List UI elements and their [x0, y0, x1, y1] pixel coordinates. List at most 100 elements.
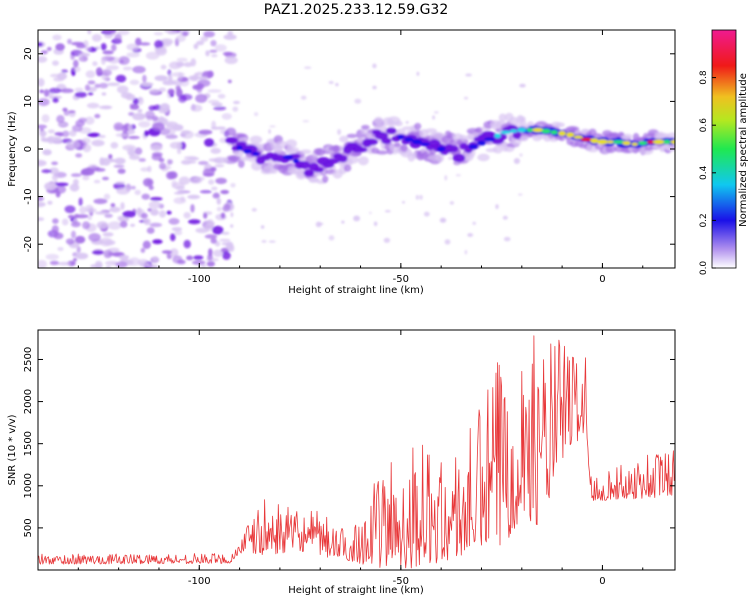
- ridge-peak-blob: [580, 137, 592, 142]
- noise-blob: [158, 108, 169, 114]
- noise-blob: [180, 159, 192, 165]
- colorbar-tick-label: 0.0: [699, 261, 709, 276]
- noise-blob: [120, 202, 125, 210]
- noise-blob: [38, 159, 47, 167]
- noise-blob: [76, 44, 86, 49]
- noise-blob: [52, 136, 62, 144]
- noise-blob: [167, 88, 175, 95]
- noise-blob: [269, 125, 276, 128]
- noise-blob: [518, 193, 523, 196]
- ridge-core-blob: [303, 169, 315, 177]
- noise-blob: [45, 253, 59, 260]
- noise-blob: [138, 121, 151, 128]
- noise-blob: [101, 56, 106, 65]
- noise-blob: [171, 180, 177, 188]
- noise-blob: [209, 49, 218, 53]
- noise-blob: [268, 129, 271, 134]
- noise-blob: [232, 106, 239, 112]
- noise-blob: [51, 174, 58, 181]
- noise-blob: [176, 88, 183, 98]
- noise-blob: [204, 234, 218, 239]
- ridge-peak-blob: [647, 140, 655, 144]
- noise-blob: [149, 222, 163, 228]
- noise-blob: [52, 97, 59, 103]
- noise-blob: [161, 250, 173, 254]
- noise-blob: [221, 242, 232, 246]
- noise-blob: [69, 130, 77, 137]
- ridge-halo-blob: [285, 139, 297, 149]
- noise-blob: [42, 149, 52, 156]
- ridge-peak-blob: [526, 128, 534, 132]
- noise-blob: [128, 135, 140, 140]
- ridge-peak-blob: [436, 146, 446, 152]
- ridge-peak-blob: [612, 140, 625, 144]
- ridge-core-blob: [452, 153, 466, 163]
- noise-blob: [93, 198, 108, 205]
- noise-blob: [208, 179, 215, 185]
- noise-blob: [74, 87, 84, 92]
- noise-blob: [211, 186, 218, 191]
- colorbar-gradient: [711, 29, 737, 269]
- noise-blob: [167, 69, 172, 77]
- ridge-halo-blob: [605, 144, 617, 154]
- noise-blob: [214, 164, 225, 168]
- ridge-peak-blob: [532, 127, 544, 133]
- noise-blob: [116, 187, 130, 195]
- noise-blob: [207, 89, 222, 93]
- noise-blob: [154, 75, 168, 82]
- noise-blob: [216, 126, 227, 130]
- noise-blob: [201, 264, 207, 268]
- noise-blob: [165, 134, 178, 139]
- noise-blob: [125, 93, 136, 101]
- noise-blob: [48, 95, 62, 100]
- noise-blob: [105, 265, 111, 268]
- ridge-peak-blob: [566, 132, 575, 138]
- ridge-peak-blob: [622, 141, 631, 146]
- noise-blob: [164, 30, 173, 33]
- noise-blob: [75, 153, 83, 158]
- noise-blob: [183, 62, 193, 68]
- noise-blob: [81, 137, 91, 144]
- noise-blob: [186, 255, 194, 261]
- noise-blob: [210, 147, 221, 154]
- noise-blob: [202, 168, 215, 177]
- noise-blob: [208, 248, 213, 257]
- noise-blob: [40, 137, 54, 143]
- noise-blob: [176, 148, 182, 155]
- ridge-halo-blob: [374, 116, 384, 125]
- noise-blob: [73, 59, 79, 68]
- noise-blob: [142, 240, 151, 249]
- noise-blob: [162, 80, 176, 86]
- ridge-halo-blob: [346, 155, 359, 164]
- noise-blob: [502, 215, 508, 220]
- noise-blob: [154, 40, 164, 49]
- ridge-halo-blob: [313, 148, 322, 155]
- ridge-peak-blob: [477, 140, 486, 146]
- ridge-halo-blob: [414, 122, 422, 130]
- ridge-halo-blob: [459, 134, 467, 141]
- noise-blob: [113, 164, 125, 168]
- noise-blob: [173, 191, 185, 195]
- noise-blob: [187, 157, 200, 161]
- noise-blob: [91, 250, 104, 255]
- noise-blob: [384, 210, 391, 213]
- noise-blob: [53, 232, 64, 240]
- noise-blob: [215, 177, 227, 185]
- noise-blob: [132, 112, 146, 121]
- noise-blob: [200, 36, 209, 42]
- noise-blob: [203, 31, 215, 38]
- noise-blob: [519, 83, 526, 88]
- noise-blob: [472, 221, 477, 225]
- noise-blob: [261, 240, 267, 243]
- noise-blob: [188, 75, 196, 81]
- noise-blob: [117, 30, 130, 36]
- noise-blob: [130, 223, 136, 227]
- ridge-core-blob: [385, 127, 397, 135]
- noise-blob: [423, 211, 430, 217]
- noise-blob: [158, 87, 167, 92]
- noise-blob: [144, 130, 149, 137]
- noise-blob: [82, 175, 90, 181]
- noise-blob: [168, 61, 182, 70]
- ridge-peak-blob: [484, 137, 495, 142]
- noise-blob: [495, 204, 499, 210]
